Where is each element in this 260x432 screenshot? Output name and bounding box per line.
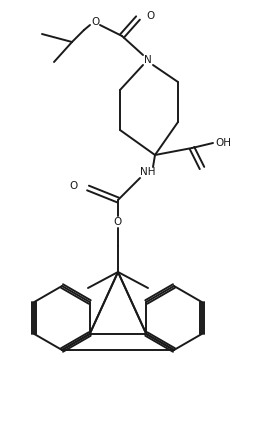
Text: OH: OH [215,138,231,148]
Text: N: N [144,55,152,65]
Text: NH: NH [140,167,156,177]
Text: O: O [146,11,154,21]
Text: O: O [91,17,99,27]
Text: O: O [114,217,122,227]
Text: O: O [70,181,78,191]
